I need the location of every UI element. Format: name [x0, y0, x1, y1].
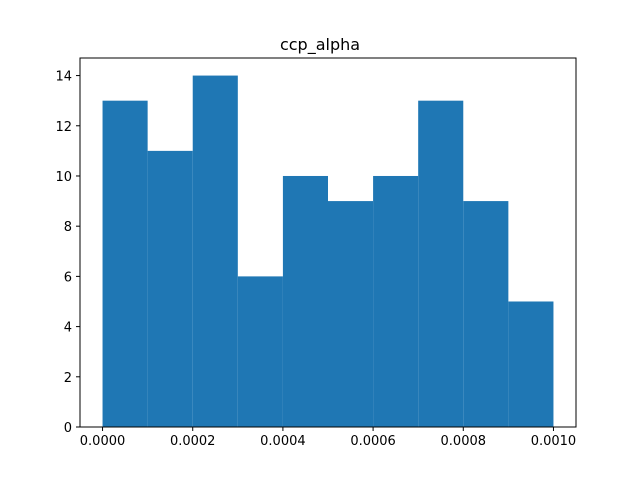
histogram-bar [418, 100, 464, 428]
y-tick-label: 14 [55, 70, 72, 85]
x-axis-ticks: 0.0000 0.0002 0.0004 0.0006 0.0008 0.0010 [80, 427, 576, 449]
histogram-bar [373, 175, 419, 427]
histogram-bar [192, 75, 238, 428]
x-tick-label: 0.0006 [350, 434, 396, 449]
x-tick-label: 0.0000 [80, 434, 126, 449]
y-axis-ticks: 0 2 4 6 8 10 12 14 [55, 70, 80, 436]
x-tick-label: 0.0004 [260, 434, 306, 449]
histogram-bar [328, 201, 374, 427]
y-tick-label: 2 [64, 371, 72, 386]
bars-group [102, 75, 554, 428]
histogram-bar [463, 201, 509, 427]
x-tick-label: 0.0002 [170, 434, 216, 449]
histogram-bar [282, 175, 328, 427]
y-tick-label: 4 [64, 321, 72, 336]
x-tick-label: 0.0010 [531, 434, 577, 449]
chart-title: ccp_alpha [280, 35, 360, 55]
y-tick-label: 8 [64, 220, 72, 235]
histogram-bar [102, 100, 148, 428]
x-tick-label: 0.0008 [441, 434, 487, 449]
y-tick-label: 10 [55, 170, 72, 185]
y-tick-label: 12 [55, 120, 72, 135]
y-tick-label: 0 [64, 421, 72, 436]
plot-frame [79, 57, 577, 428]
histogram-bar [237, 276, 283, 427]
y-tick-label: 6 [64, 270, 72, 285]
histogram-bar [508, 301, 554, 427]
histogram-bar [147, 150, 193, 427]
